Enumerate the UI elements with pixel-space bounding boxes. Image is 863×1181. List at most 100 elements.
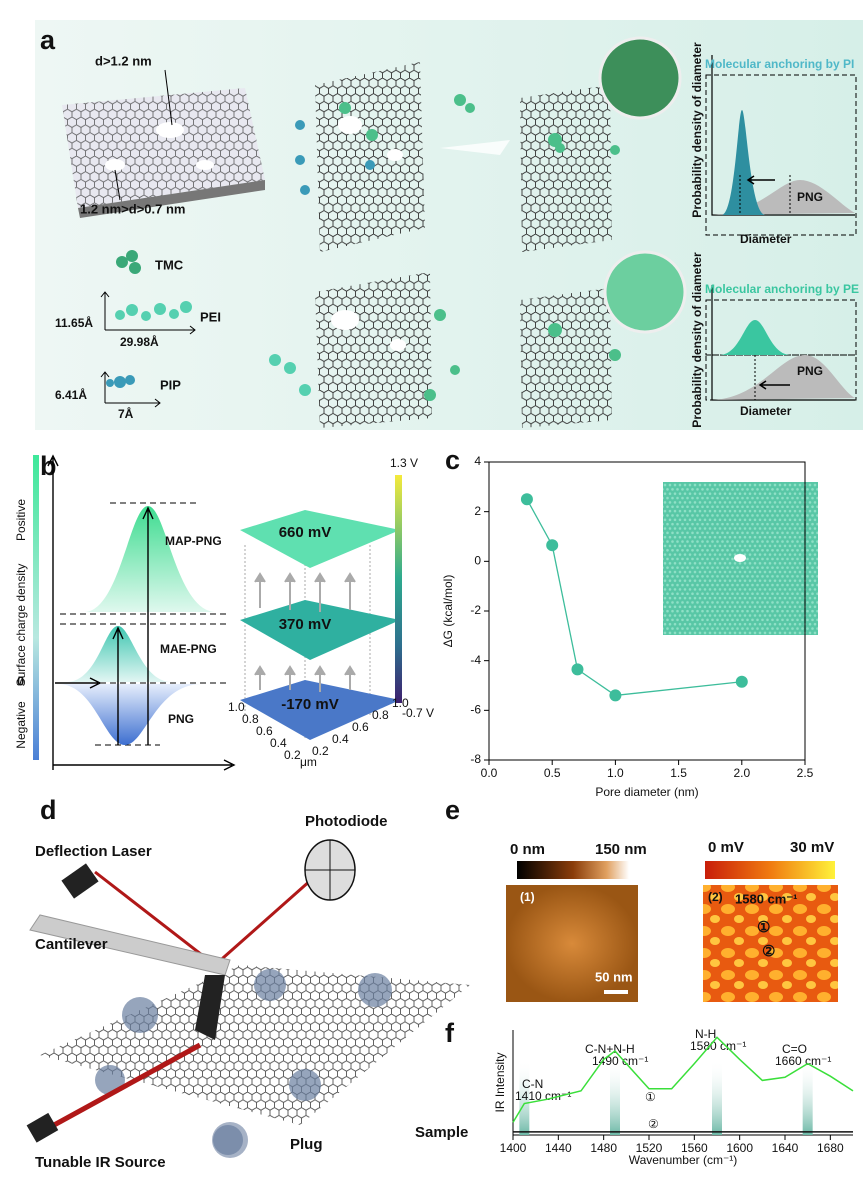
series-label: ① xyxy=(645,1090,656,1104)
map-png-distribution xyxy=(85,506,215,612)
axis-tick-label: 0.6 xyxy=(256,724,273,738)
x-tick-label: 1480 xyxy=(590,1141,617,1155)
y-axis-label: Probability density of diameter xyxy=(690,42,704,218)
plug-label: Plug xyxy=(290,1136,323,1153)
cantilever-label: Cantilever xyxy=(35,936,108,953)
x-tick-label: 1.5 xyxy=(670,766,687,780)
tip xyxy=(195,975,225,1040)
x-axis-label: Diameter xyxy=(740,232,792,246)
x-tick-label: 0.0 xyxy=(481,766,498,780)
potential-label: 660 mV xyxy=(279,524,332,541)
peak-label: 1580 cm⁻¹ xyxy=(690,1039,746,1053)
scale-label: 50 nm xyxy=(595,969,633,984)
colorbar-max: 150 nm xyxy=(595,841,647,858)
molecules xyxy=(269,94,621,401)
dimension-arrows xyxy=(100,291,196,335)
laser-body xyxy=(61,863,99,899)
y-axis-label: Probability density of diameter xyxy=(690,252,704,428)
y-tick-label: 0 xyxy=(474,554,481,568)
pointer xyxy=(114,169,121,201)
x-tick-label: 0.5 xyxy=(544,766,561,780)
inset-pore xyxy=(734,554,746,562)
axis-tick-label: 0.4 xyxy=(270,736,287,750)
panel-label: e xyxy=(445,795,460,825)
positive-label: Positive xyxy=(14,499,28,541)
laser-label: Deflection Laser xyxy=(35,843,152,860)
x-tick-label: 2.5 xyxy=(797,766,814,780)
peak-highlight xyxy=(610,1060,620,1135)
axis-tick-label: 0.4 xyxy=(332,732,349,746)
potential-label: 370 mV xyxy=(279,616,332,633)
gradient-bar xyxy=(33,455,39,760)
magnified-view xyxy=(598,36,682,120)
sheet-edge xyxy=(78,180,265,218)
pip-width: 7Å xyxy=(118,406,134,421)
pore xyxy=(156,122,184,138)
plug-icon xyxy=(212,1122,248,1158)
axis-tick-label: 1.0 xyxy=(228,700,245,714)
x-tick-label: 1600 xyxy=(726,1141,753,1155)
panel-label: f xyxy=(445,1018,455,1048)
x-tick-label: 1560 xyxy=(681,1141,708,1155)
png-label: PNG xyxy=(797,190,823,204)
level-lines xyxy=(60,502,230,746)
peak-label: 1660 cm⁻¹ xyxy=(775,1054,831,1068)
y-tick-label: 4 xyxy=(474,454,481,468)
y-tick-label: -6 xyxy=(470,703,481,717)
negative-label: Negative xyxy=(14,701,28,749)
wavenumber-label: 1580 cm⁻¹ xyxy=(735,891,798,906)
x-axis-label: Wavenumber (cm⁻¹) xyxy=(629,1153,738,1167)
cantilever xyxy=(29,914,231,976)
colorbar xyxy=(395,475,402,703)
zero-label: 0 xyxy=(17,673,24,688)
pip-height: 6.41Å xyxy=(55,387,87,402)
plot-title: Molecular anchoring by PI xyxy=(705,57,854,71)
peak-label: C=O xyxy=(782,1042,807,1056)
pore-large-label: d>1.2 nm xyxy=(95,53,152,68)
arrows xyxy=(55,506,154,745)
pip-icon xyxy=(106,375,135,388)
potential-colorbar xyxy=(705,861,835,879)
pointer xyxy=(164,69,173,126)
spot-label: ② xyxy=(762,943,775,960)
x-tick-label: 1640 xyxy=(772,1141,799,1155)
peak-label: C-N+N-H xyxy=(585,1042,635,1056)
series-label: ② xyxy=(648,1117,659,1131)
pei-height: 11.65Å xyxy=(55,315,93,330)
peak-highlight xyxy=(519,1060,530,1135)
x-axis-label: Pore diameter (nm) xyxy=(595,785,698,799)
photodiode-quadrants xyxy=(305,840,355,900)
peak-highlight xyxy=(802,1060,813,1135)
pei-width: 29.98Å xyxy=(120,334,159,349)
axis-tick-label: 0.6 xyxy=(352,720,369,734)
graphene-sample xyxy=(40,965,470,1125)
tmc-icon xyxy=(116,250,141,274)
height-colorbar xyxy=(517,861,629,879)
spot-label: ① xyxy=(757,919,770,936)
x-tick-label: 1520 xyxy=(636,1141,663,1155)
afm-image xyxy=(506,885,638,1002)
panel-label: c xyxy=(445,445,460,475)
data-point xyxy=(609,689,622,702)
pore-small-label: 1.2 nm>d>0.7 nm xyxy=(80,201,186,216)
y-axis-label: IR Intensity xyxy=(493,1052,507,1112)
ir-source xyxy=(26,1112,59,1143)
pei-label: PEI xyxy=(200,309,221,324)
magnified-view xyxy=(603,250,687,334)
plot-title: Molecular anchoring by PE xyxy=(705,282,859,296)
ir-beam xyxy=(43,1042,202,1133)
y-tick-label: 2 xyxy=(474,504,481,518)
png-label: PNG xyxy=(168,712,194,726)
image-label: (2) xyxy=(708,890,723,904)
colorbar-min: 0 mV xyxy=(708,839,744,856)
distribution-plot-bottom xyxy=(705,285,857,401)
x-tick-label: 1440 xyxy=(545,1141,572,1155)
colorbar-min: 0 nm xyxy=(510,841,545,858)
dimension-arrows xyxy=(100,371,161,408)
pore xyxy=(196,160,214,170)
peak-highlight xyxy=(712,1060,722,1135)
peak-label: N-H xyxy=(695,1027,716,1041)
axis-tick-label: 0.8 xyxy=(242,712,259,726)
y-axis-label: Surface charge density xyxy=(14,564,28,687)
